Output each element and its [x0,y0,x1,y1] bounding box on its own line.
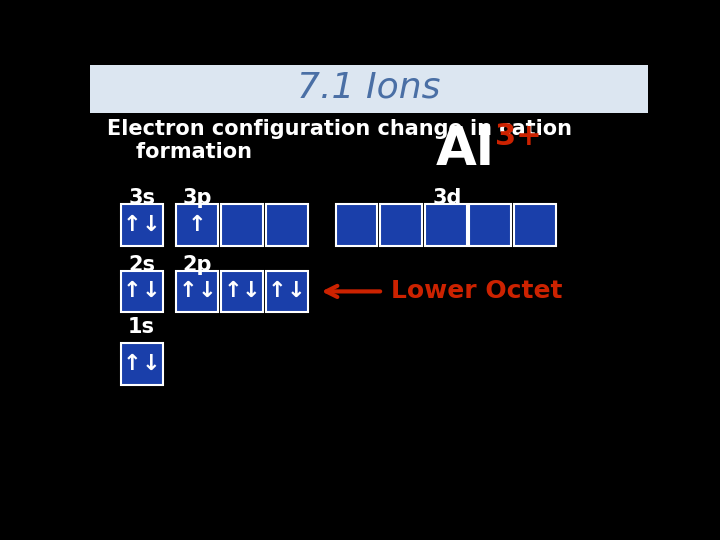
Text: ↓: ↓ [287,281,305,301]
Text: 1s: 1s [128,317,155,337]
Text: Al: Al [436,124,495,176]
Bar [469,204,511,246]
Text: ↓: ↓ [142,354,160,374]
Text: ↓: ↓ [142,281,160,301]
Bar [221,204,263,246]
Bar [514,204,556,246]
Bar [425,204,467,246]
Bar [266,271,307,312]
Text: 2p: 2p [183,255,212,275]
Text: ↑: ↑ [123,281,142,301]
Text: 2s: 2s [128,255,155,275]
Text: 3p: 3p [183,188,212,208]
Bar [121,204,163,246]
Text: ↑: ↑ [188,215,207,235]
Text: formation: formation [107,142,252,162]
Text: 3s: 3s [128,188,155,208]
Bar [176,271,218,312]
Bar [90,65,648,113]
Text: 3+: 3+ [495,122,541,151]
Bar [176,204,218,246]
Bar [380,204,422,246]
Text: ↑: ↑ [123,354,142,374]
Bar [336,204,377,246]
Text: ↑: ↑ [123,215,142,235]
Text: ↑: ↑ [223,281,242,301]
Text: ↓: ↓ [142,215,160,235]
Text: 7.1 Ions: 7.1 Ions [297,71,441,105]
Bar [121,343,163,385]
Text: Lower Octet: Lower Octet [392,279,563,303]
Bar [121,271,163,312]
Text: Electron configuration change in cation: Electron configuration change in cation [107,119,572,139]
Text: ↑: ↑ [179,281,197,301]
Text: ↓: ↓ [242,281,261,301]
Text: ↓: ↓ [197,281,216,301]
Text: 3d: 3d [433,188,462,208]
Text: ↑: ↑ [268,281,287,301]
Bar [266,204,307,246]
Bar [221,271,263,312]
